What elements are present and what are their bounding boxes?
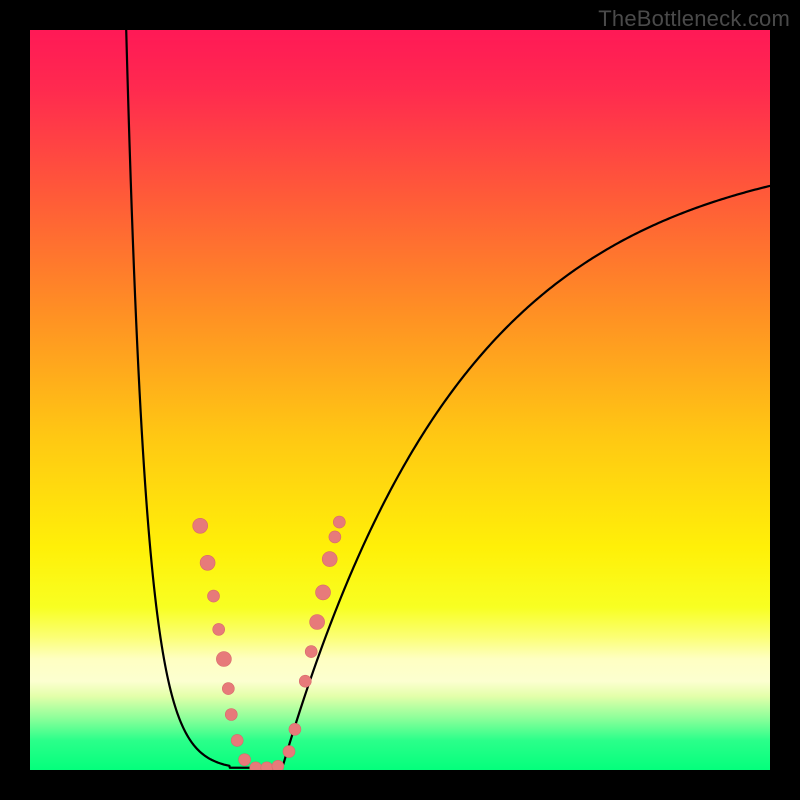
data-marker [200, 555, 215, 570]
watermark-text: TheBottleneck.com [598, 6, 790, 32]
data-marker [208, 590, 220, 602]
data-marker [333, 516, 345, 528]
data-marker [322, 552, 337, 567]
plot-area [30, 30, 770, 770]
data-marker [225, 709, 237, 721]
data-marker [272, 760, 284, 770]
data-marker [310, 615, 325, 630]
data-marker [222, 683, 234, 695]
data-marker [299, 675, 311, 687]
chart-frame: TheBottleneck.com [0, 0, 800, 800]
data-marker [329, 531, 341, 543]
data-marker [305, 646, 317, 658]
data-marker [289, 723, 301, 735]
data-marker [316, 585, 331, 600]
data-marker [213, 623, 225, 635]
data-marker [193, 518, 208, 533]
data-marker [231, 734, 243, 746]
bottleneck-curve-chart [30, 30, 770, 770]
data-marker [239, 754, 251, 766]
data-marker [283, 746, 295, 758]
data-marker [216, 652, 231, 667]
